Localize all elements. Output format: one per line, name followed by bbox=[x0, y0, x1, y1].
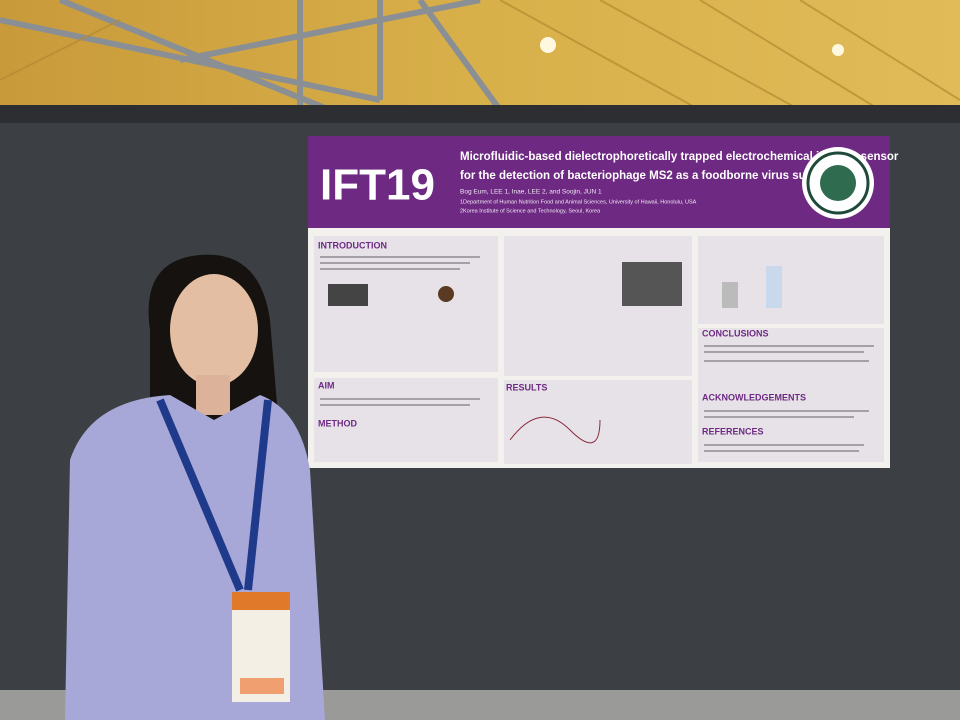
seal-ring bbox=[806, 151, 870, 215]
ceiling-slats bbox=[0, 0, 960, 111]
face bbox=[170, 274, 258, 386]
ceiling-light bbox=[540, 37, 556, 53]
ceiling bbox=[0, 0, 960, 120]
seal-center bbox=[820, 165, 856, 201]
poster-figures bbox=[328, 262, 782, 444]
section-heading: INTRODUCTION bbox=[318, 240, 387, 250]
affiliation: 1Department of Human Nutrition Food and … bbox=[460, 199, 697, 205]
badge-tag bbox=[240, 678, 284, 694]
section-heading: CONCLUSIONS bbox=[702, 328, 769, 338]
affiliation: 2Korea Institute of Science and Technolo… bbox=[460, 208, 601, 214]
section-heading: REFERENCES bbox=[702, 426, 764, 436]
authors: Bog Eum, LEE 1, Inae, LEE 2, and Soojin,… bbox=[460, 189, 602, 196]
badge-band bbox=[232, 592, 290, 610]
person bbox=[65, 254, 325, 720]
poster-header bbox=[308, 136, 890, 228]
poster-panels bbox=[314, 236, 884, 464]
poster-body-text bbox=[320, 256, 874, 452]
lanyard bbox=[156, 398, 272, 592]
neck bbox=[196, 375, 230, 415]
board-frame bbox=[0, 105, 960, 123]
section-headings: INTRODUCTION AIM METHOD RESULTS CONCLUSIONS A… bbox=[318, 240, 806, 436]
section-heading: RESULTS bbox=[506, 382, 547, 392]
poster-title: for the detection of bacteriophage MS2 a… bbox=[460, 170, 845, 182]
section-heading: METHOD bbox=[318, 418, 357, 428]
poster-title: Microfluidic-based dielectrophoretically… bbox=[460, 151, 899, 163]
ceiling-light bbox=[832, 44, 844, 56]
trusses bbox=[0, 0, 503, 113]
section-heading: ACKNOWLEDGEMENTS bbox=[702, 392, 806, 402]
section-heading: AIM bbox=[318, 380, 335, 390]
poster: IFT19 Microfluidic-based dielectrophoret… bbox=[308, 136, 899, 468]
logo: IFT19 bbox=[320, 161, 435, 210]
